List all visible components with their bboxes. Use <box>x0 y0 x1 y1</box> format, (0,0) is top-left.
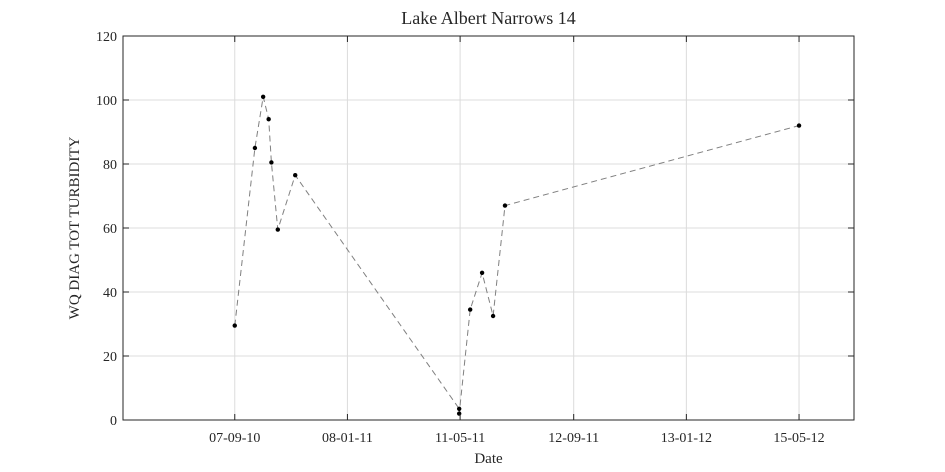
x-tick-label: 12-09-11 <box>548 431 599 446</box>
y-tick-label: 80 <box>103 158 117 173</box>
data-point <box>269 160 274 165</box>
y-tick-label: 40 <box>103 286 117 301</box>
chart-title: Lake Albert Narrows 14 <box>401 8 575 28</box>
series-layer <box>232 94 802 416</box>
data-point <box>479 270 485 275</box>
y-tick-label: 0 <box>110 414 117 429</box>
data-point <box>252 145 258 151</box>
data-point <box>467 307 473 312</box>
data-point <box>490 313 496 319</box>
data-point <box>275 227 281 232</box>
y-tick-label: 120 <box>96 30 117 45</box>
data-point <box>456 406 462 411</box>
y-tick-label: 20 <box>103 350 117 365</box>
data-point <box>232 323 237 328</box>
data-point <box>266 117 271 122</box>
y-tick-label: 100 <box>96 94 117 109</box>
data-point <box>293 173 298 178</box>
x-tick-label: 13-01-12 <box>661 431 712 446</box>
data-point <box>796 123 802 128</box>
grid <box>123 35 854 421</box>
y-tick-label: 60 <box>103 222 117 237</box>
x-tick-label: 11-05-11 <box>435 431 485 446</box>
axes: 0 20 40 60 80 100 120 07-09-10 08-01-11 11-05-11 1… <box>96 30 854 446</box>
data-point <box>502 203 508 208</box>
x-tick-label: 08-01-11 <box>322 431 373 446</box>
x-axis-label: Date <box>474 451 503 467</box>
series-line <box>234 96 800 414</box>
data-point <box>260 94 266 100</box>
x-tick-label: 15-05-12 <box>773 431 824 446</box>
data-point <box>456 411 462 416</box>
y-axis-label: WQ DIAG TOT TURBIDITY <box>67 137 83 320</box>
x-tick-label: 07-09-10 <box>209 431 260 446</box>
